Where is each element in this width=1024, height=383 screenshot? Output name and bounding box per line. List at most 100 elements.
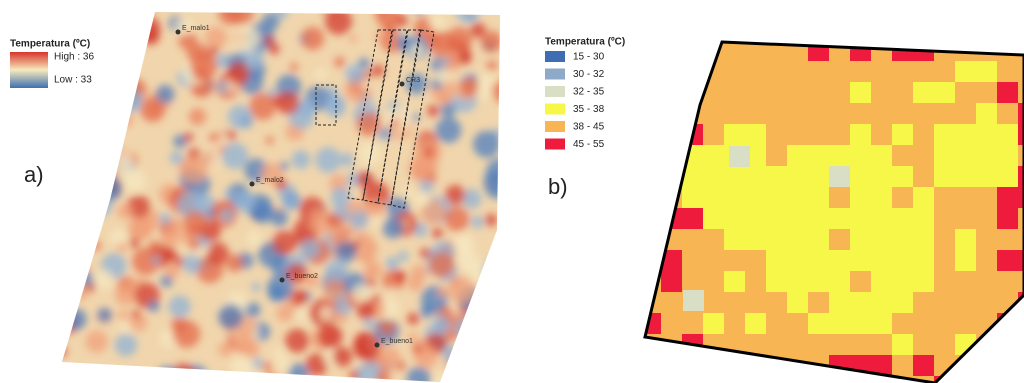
class-cell (724, 271, 745, 292)
heat-blob (168, 295, 190, 317)
heat-blob (90, 15, 106, 31)
class-cell (913, 124, 934, 145)
class-cell (892, 82, 913, 103)
class-cell (640, 61, 661, 82)
class-cell (766, 61, 787, 82)
class-cell (640, 82, 661, 103)
heat-blob (58, 212, 70, 224)
class-cell (955, 292, 976, 313)
class-cell (829, 40, 850, 61)
class-cell (682, 82, 703, 103)
heat-blob (349, 34, 357, 42)
legend-swatch (545, 121, 565, 132)
class-cell (934, 187, 955, 208)
heat-blob (132, 217, 154, 239)
heat-blob (159, 213, 170, 224)
heat-blob (471, 216, 484, 229)
heat-blob (447, 27, 472, 52)
class-cell (850, 82, 871, 103)
class-cell (640, 40, 661, 61)
class-cell (871, 187, 892, 208)
heat-blob (206, 209, 214, 217)
class-cell (871, 334, 892, 355)
heat-blob (118, 310, 129, 321)
heat-blob (481, 31, 503, 53)
class-cell (997, 82, 1018, 103)
class-cell (682, 313, 703, 334)
heat-blob (65, 167, 81, 183)
heat-blob (90, 193, 113, 216)
class-cell (808, 145, 829, 166)
heat-blob (245, 302, 261, 318)
class-cell (976, 208, 997, 229)
class-cell (976, 334, 997, 355)
class-cell (787, 82, 808, 103)
heat-blob (122, 28, 141, 47)
heat-blob (449, 277, 476, 304)
heat-blob (47, 230, 65, 248)
heat-blob (120, 90, 143, 113)
heat-blob (179, 374, 193, 383)
class-cell (997, 355, 1018, 376)
class-cell (808, 40, 829, 61)
class-cell (955, 208, 976, 229)
heat-blob (315, 147, 341, 173)
class-cell (703, 355, 724, 376)
heat-blob (350, 210, 369, 229)
class-cell (745, 250, 766, 271)
heat-blob (59, 82, 84, 107)
heat-blob (194, 66, 208, 80)
class-cell (955, 271, 976, 292)
class-cell (850, 124, 871, 145)
heat-blob (483, 172, 503, 192)
heat-blob (148, 300, 160, 312)
heat-blob (457, 327, 483, 353)
heat-blob (81, 119, 94, 132)
heat-blob (230, 356, 256, 382)
heat-blob (349, 232, 359, 242)
class-cell (913, 271, 934, 292)
class-cell (766, 271, 787, 292)
heat-blob (489, 304, 506, 321)
legend-gradient (10, 52, 48, 88)
heat-blob (247, 231, 262, 246)
class-cell (955, 124, 976, 145)
heat-blob (234, 26, 259, 51)
class-cell (913, 292, 934, 313)
heat-blob (440, 57, 449, 66)
legend-swatch (545, 104, 565, 115)
class-cell (729, 146, 750, 167)
heat-blob (98, 47, 115, 64)
heat-blob (437, 286, 448, 297)
heat-blob (481, 366, 500, 383)
class-cell (871, 145, 892, 166)
heat-blob (325, 8, 352, 35)
class-cell (829, 61, 850, 82)
heat-blob (65, 308, 87, 330)
class-cell (892, 208, 913, 229)
class-cell (997, 40, 1018, 61)
class-cell (787, 208, 808, 229)
class-cell (683, 290, 704, 311)
heat-blob (165, 263, 180, 278)
class-cell (661, 271, 682, 292)
heat-blob (52, 372, 69, 383)
class-cell (787, 355, 808, 376)
class-cell (934, 61, 955, 82)
heat-blob (299, 239, 319, 259)
class-cell (682, 271, 703, 292)
heat-blob (149, 240, 157, 248)
class-cell (661, 61, 682, 82)
heat-blob (57, 181, 81, 205)
legend-swatch (545, 86, 565, 97)
heat-blob (252, 358, 263, 369)
heat-blob (388, 287, 397, 296)
heat-blob (272, 231, 296, 255)
heat-blob (218, 343, 232, 357)
heat-blob (73, 103, 84, 114)
legend-swatch (545, 51, 565, 62)
heat-blob (226, 254, 244, 272)
class-cell (703, 313, 724, 334)
legend-title: Temperatura (ºC) (10, 39, 90, 50)
class-cell (955, 40, 976, 61)
